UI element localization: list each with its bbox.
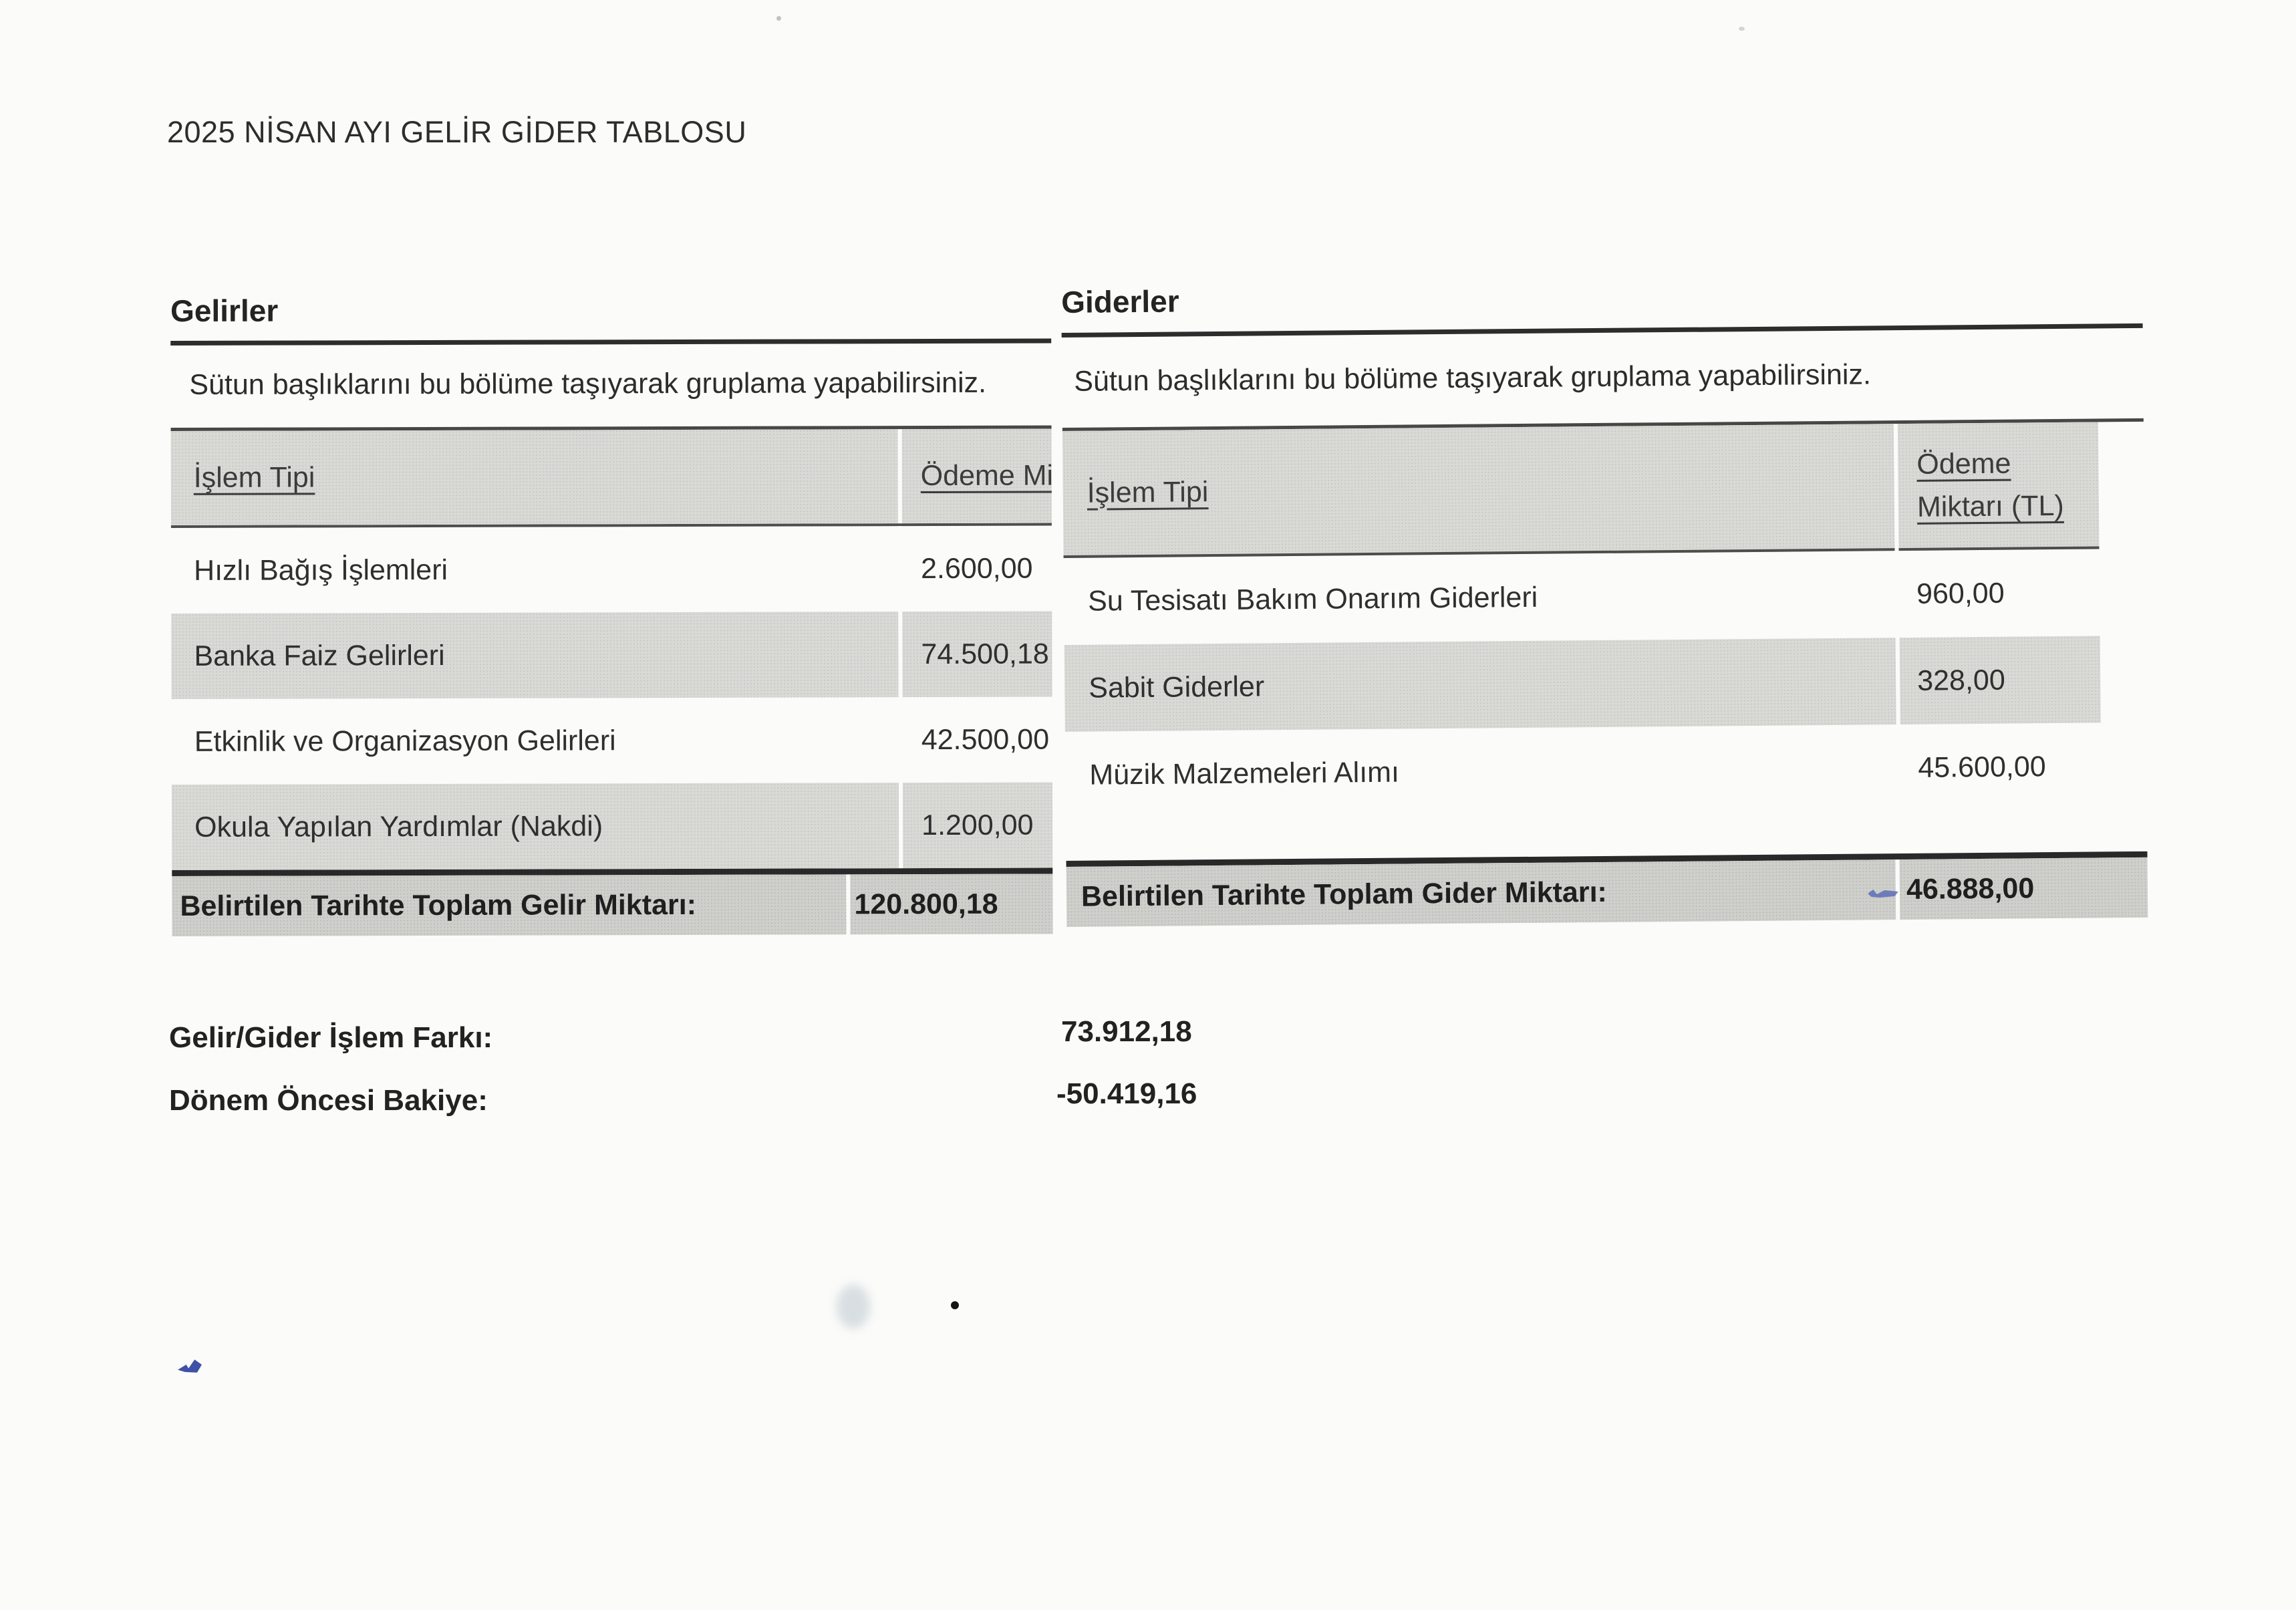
table-row: Etkinlik ve Organizasyon Gelirleri 42.50… [172, 697, 1052, 785]
income-total-amount: 120.800,18 [850, 874, 1053, 935]
scan-speck [1739, 27, 1745, 31]
row-label: Etkinlik ve Organizasyon Gelirleri [194, 724, 616, 758]
row-amount: 2.600,00 [921, 552, 1033, 585]
table-row: Sabit Giderler 328,00 [1064, 636, 2146, 732]
income-section-title: Gelirler [170, 293, 279, 328]
expense-grouping-hint: Sütun başlıklarını bu bölüme taşıyarak g… [1074, 358, 1872, 398]
summary-label-net-difference: Gelir/Gider İşlem Farkı: [169, 1021, 493, 1054]
income-col-amount-label: Ödeme Mil [920, 459, 1052, 493]
expense-header-rule [1061, 323, 2143, 338]
table-row: Banka Faiz Gelirleri 74.500,18 [171, 611, 1052, 699]
table-row: Hızlı Bağış İşlemleri 2.600,00 [171, 526, 1052, 614]
row-label: Müzik Malzemeleri Alımı [1089, 756, 1400, 791]
expense-col-amount-label-line2: Miktarı (TL) [1916, 489, 2064, 523]
income-grouping-hint: Sütun başlıklarını bu bölüme taşıyarak g… [189, 366, 987, 401]
row-label: Banka Faiz Gelirleri [171, 612, 899, 699]
expense-section: Giderler Sütun başlıklarını bu bölüme ta… [1061, 275, 2148, 927]
row-tail-spacer [2101, 722, 2147, 810]
expense-total-row: Belirtilen Tarihte Toplam Gider Miktarı:… [1066, 857, 2148, 927]
income-col-type-cell: İşlem Tipi [170, 429, 898, 525]
row-amount: 960,00 [1916, 577, 2005, 610]
expense-col-type-label: İşlem Tipi [1087, 475, 1209, 509]
row-label: Hızlı Bağış İşlemleri [194, 553, 448, 587]
table-row: Müzik Malzemeleri Alımı 45.600,00 [1065, 722, 2147, 819]
expense-total-amount: 46.888,00 [1899, 857, 2148, 920]
row-label: Sabit Giderler [1064, 638, 1896, 732]
pen-mark [178, 1359, 202, 1373]
expense-col-type-cell: İşlem Tipi [1062, 424, 1895, 558]
income-total-label: Belirtilen Tarihte Toplam Gelir Miktarı: [172, 874, 847, 936]
scan-speck [951, 1301, 959, 1309]
row-amount: 45.600,00 [1918, 750, 2046, 784]
income-col-amount-cell: Ödeme Mil [901, 428, 1052, 524]
expense-table: İşlem Tipi Ödeme Miktarı (TL) Su Tesisat… [1062, 418, 2148, 927]
expense-table-header-row: İşlem Tipi Ödeme Miktarı (TL) [1062, 418, 2145, 558]
income-table: İşlem Tipi Ödeme Mil Hızlı Bağış İşlemle… [170, 425, 1053, 936]
row-tail-spacer [2100, 636, 2146, 723]
row-tail-spacer [2100, 549, 2146, 636]
income-table-header-row: İşlem Tipi Ödeme Mil [170, 425, 1052, 528]
expense-section-title: Giderler [1061, 283, 1179, 319]
scan-speck [776, 16, 781, 21]
row-label: Okula Yapılan Yardımlar (Nakdi) [171, 783, 899, 870]
header-tail-spacer [2098, 422, 2145, 549]
table-row: Okula Yapılan Yardımlar (Nakdi) 1.200,00 [171, 782, 1053, 870]
row-amount: 74.500,18 [902, 611, 1052, 698]
summary-label-prior-balance: Dönem Öncesi Bakiye: [169, 1084, 488, 1117]
summary-value-prior-balance: -50.419,16 [1056, 1077, 1197, 1110]
summary-value-net-difference: 73.912,18 [1061, 1015, 1192, 1048]
row-amount: 1.200,00 [902, 782, 1053, 869]
row-amount: 328,00 [1899, 636, 2101, 725]
income-total-row: Belirtilen Tarihte Toplam Gelir Miktarı:… [172, 874, 1053, 936]
table-row: Su Tesisatı Bakım Onarım Giderleri 960,0… [1064, 549, 2146, 645]
expense-col-amount-label-line1: Ödeme [1916, 447, 2011, 481]
row-label: Su Tesisatı Bakım Onarım Giderleri [1087, 581, 1538, 618]
income-col-type-label: İşlem Tipi [193, 461, 315, 494]
expense-col-amount-cell: Ödeme Miktarı (TL) [1897, 422, 2100, 551]
expense-total-label: Belirtilen Tarihte Toplam Gider Miktarı: [1066, 859, 1896, 927]
page-title: 2025 NİSAN AYI GELİR GİDER TABLOSU [167, 115, 747, 149]
scan-smudge [837, 1285, 870, 1329]
income-header-rule [170, 338, 1052, 346]
income-section: Gelirler Sütun başlıklarını bu bölüme ta… [170, 285, 1053, 936]
row-amount: 42.500,00 [921, 723, 1050, 756]
